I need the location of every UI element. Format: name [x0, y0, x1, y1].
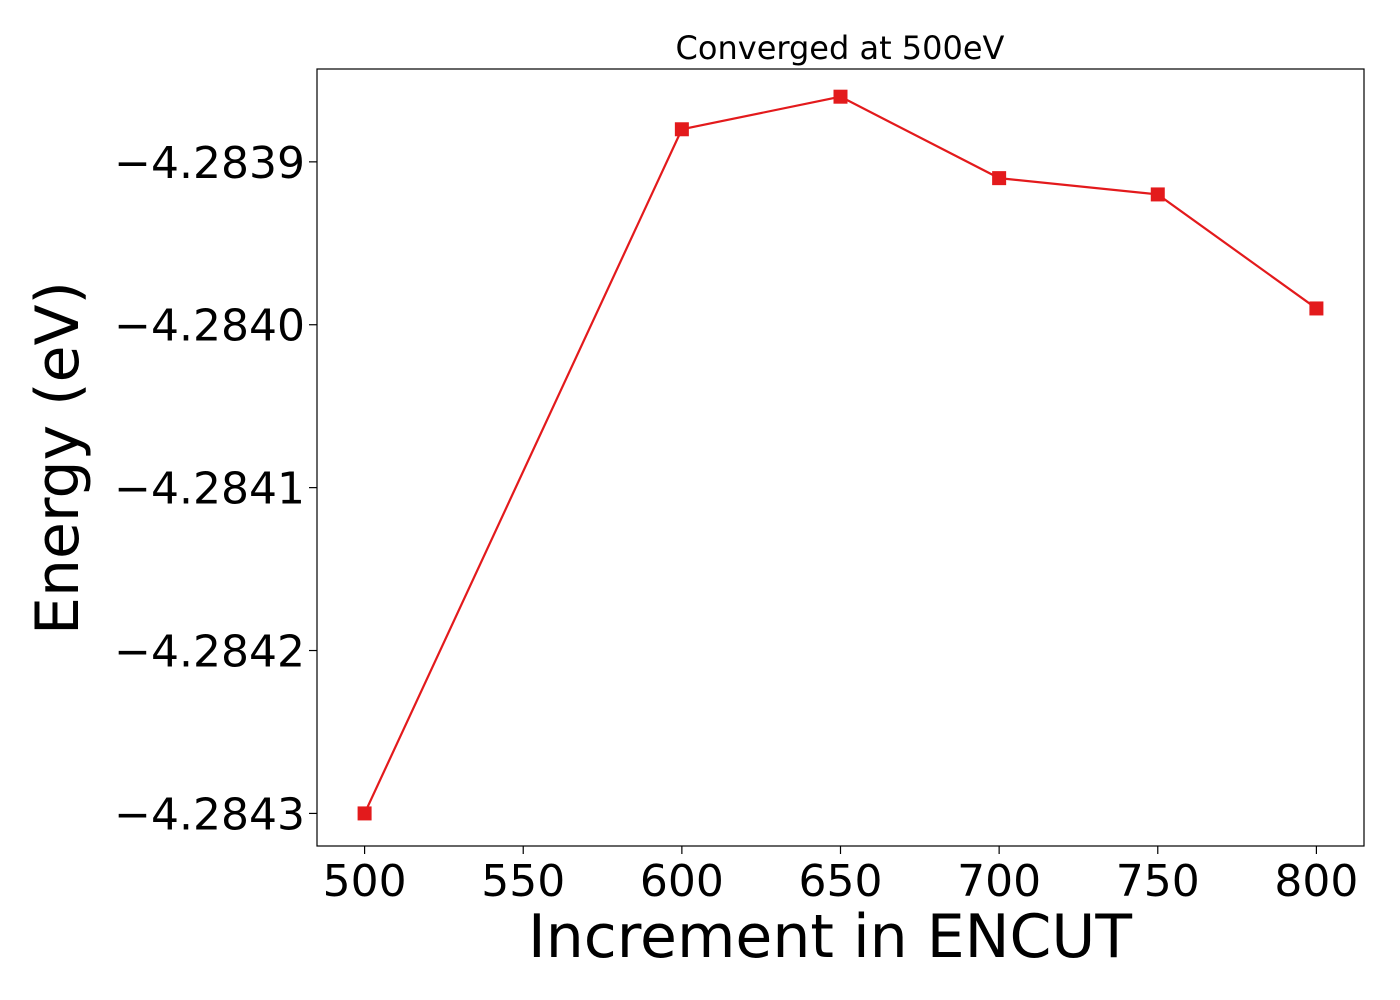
series-line: [363, 95, 1318, 814]
data-point-marker: [1150, 187, 1165, 202]
y-tick-label: −4.2839: [114, 138, 305, 189]
x-tick-label: 700: [957, 856, 1041, 907]
y-tick-label: −4.2842: [114, 627, 305, 678]
x-tick-label: 550: [481, 856, 565, 907]
series-layer: [357, 89, 1324, 821]
x-tick-label: 500: [323, 856, 407, 907]
chart-title: Converged at 500eV: [676, 29, 1005, 67]
x-axis-ticks: 500 550 600 650 700 750 800: [323, 846, 1358, 907]
plot-area-frame: [316, 68, 1365, 847]
y-tick-label: −4.2840: [114, 301, 305, 352]
data-point-marker: [357, 806, 372, 821]
y-tick-label: −4.2843: [114, 789, 305, 840]
data-point-marker: [674, 122, 689, 137]
y-tick-label: −4.2841: [114, 464, 305, 515]
data-point-marker: [833, 89, 848, 104]
y-axis-ticks: −4.2843 −4.2842 −4.2841 −4.2840 −4.2839: [114, 138, 317, 840]
y-axis-label: Energy (eV): [23, 281, 93, 635]
x-tick-label: 750: [1116, 856, 1200, 907]
x-tick-label: 800: [1274, 856, 1358, 907]
data-point-marker: [1309, 301, 1324, 316]
data-point-marker: [992, 171, 1007, 186]
x-tick-label: 650: [799, 856, 883, 907]
x-tick-label: 600: [640, 856, 724, 907]
x-axis-label: Increment in ENCUT: [528, 902, 1132, 972]
